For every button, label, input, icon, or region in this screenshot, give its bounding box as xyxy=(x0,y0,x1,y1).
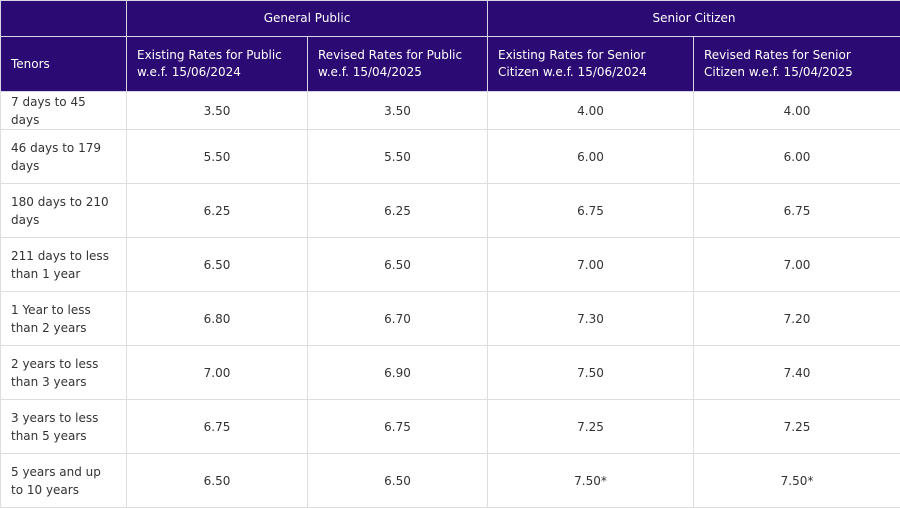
header-general-public: General Public xyxy=(127,1,488,37)
table-row: 180 days to 210 days 6.25 6.25 6.75 6.75 xyxy=(1,184,900,238)
existing-senior-rate: 7.50 xyxy=(488,346,694,400)
header-existing-public: Existing Rates for Public w.e.f. 15/06/2… xyxy=(127,37,308,92)
table-row: 7 days to 45 days 3.50 3.50 4.00 4.00 xyxy=(1,92,900,130)
existing-senior-rate: 7.00 xyxy=(488,238,694,292)
revised-senior-rate: 4.00 xyxy=(694,92,900,130)
existing-public-rate: 6.25 xyxy=(127,184,308,238)
revised-senior-rate: 6.00 xyxy=(694,130,900,184)
revised-senior-rate: 7.40 xyxy=(694,346,900,400)
revised-public-rate: 6.25 xyxy=(308,184,488,238)
header-tenors: Tenors xyxy=(1,37,127,92)
tenor-cell: 211 days to less than 1 year xyxy=(1,238,127,292)
tenor-cell: 3 years to less than 5 years xyxy=(1,400,127,454)
table-row: 1 Year to less than 2 years 6.80 6.70 7.… xyxy=(1,292,900,346)
revised-senior-rate: 7.20 xyxy=(694,292,900,346)
header-group-row: General Public Senior Citizen xyxy=(1,1,900,37)
revised-public-rate: 6.70 xyxy=(308,292,488,346)
revised-public-rate: 6.50 xyxy=(308,238,488,292)
table-row: 211 days to less than 1 year 6.50 6.50 7… xyxy=(1,238,900,292)
table-row: 2 years to less than 3 years 7.00 6.90 7… xyxy=(1,346,900,400)
table-row: 5 years and up to 10 years 6.50 6.50 7.5… xyxy=(1,454,900,508)
header-senior-citizen: Senior Citizen xyxy=(488,1,900,37)
revised-senior-rate: 6.75 xyxy=(694,184,900,238)
existing-senior-rate: 6.75 xyxy=(488,184,694,238)
header-column-row: Tenors Existing Rates for Public w.e.f. … xyxy=(1,37,900,92)
header-existing-senior: Existing Rates for Senior Citizen w.e.f.… xyxy=(488,37,694,92)
tenor-cell: 2 years to less than 3 years xyxy=(1,346,127,400)
existing-senior-rate: 6.00 xyxy=(488,130,694,184)
revised-public-rate: 5.50 xyxy=(308,130,488,184)
header-blank-cell xyxy=(1,1,127,37)
revised-public-rate: 6.90 xyxy=(308,346,488,400)
revised-senior-rate: 7.25 xyxy=(694,400,900,454)
existing-senior-rate: 7.25 xyxy=(488,400,694,454)
header-revised-public: Revised Rates for Public w.e.f. 15/04/20… xyxy=(308,37,488,92)
table-row: 3 years to less than 5 years 6.75 6.75 7… xyxy=(1,400,900,454)
revised-public-rate: 6.50 xyxy=(308,454,488,508)
tenor-cell: 1 Year to less than 2 years xyxy=(1,292,127,346)
existing-public-rate: 5.50 xyxy=(127,130,308,184)
tenor-cell: 180 days to 210 days xyxy=(1,184,127,238)
existing-public-rate: 6.50 xyxy=(127,454,308,508)
tenor-cell: 7 days to 45 days xyxy=(1,92,127,130)
existing-public-rate: 3.50 xyxy=(127,92,308,130)
table-row: 46 days to 179 days 5.50 5.50 6.00 6.00 xyxy=(1,130,900,184)
tenor-cell: 46 days to 179 days xyxy=(1,130,127,184)
existing-senior-rate: 7.30 xyxy=(488,292,694,346)
revised-senior-rate: 7.00 xyxy=(694,238,900,292)
tenor-cell: 5 years and up to 10 years xyxy=(1,454,127,508)
revised-public-rate: 3.50 xyxy=(308,92,488,130)
header-revised-senior: Revised Rates for Senior Citizen w.e.f. … xyxy=(694,37,900,92)
existing-public-rate: 6.75 xyxy=(127,400,308,454)
existing-senior-rate: 7.50* xyxy=(488,454,694,508)
revised-public-rate: 6.75 xyxy=(308,400,488,454)
existing-senior-rate: 4.00 xyxy=(488,92,694,130)
revised-senior-rate: 7.50* xyxy=(694,454,900,508)
existing-public-rate: 6.50 xyxy=(127,238,308,292)
existing-public-rate: 7.00 xyxy=(127,346,308,400)
existing-public-rate: 6.80 xyxy=(127,292,308,346)
